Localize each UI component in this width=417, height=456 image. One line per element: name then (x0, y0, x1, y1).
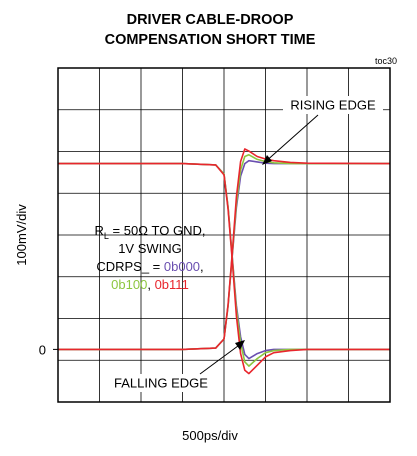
arrow (199, 342, 243, 375)
arrow-head (262, 155, 272, 165)
label-bg (283, 96, 383, 114)
chart-title: COMPENSATION SHORT TIME (105, 32, 316, 48)
graticule (58, 68, 390, 402)
chart-title: DRIVER CABLE-DROOP (127, 12, 294, 28)
figure-id: toc30 (375, 56, 397, 66)
arrow (263, 114, 319, 164)
traces (58, 148, 391, 375)
plot-frame (57, 67, 391, 403)
annotation: FALLING EDGE (114, 375, 208, 390)
legend: 0b100, 0b111 (111, 277, 189, 292)
condition: RL = 50Ω TO GND, (95, 223, 206, 241)
label-bg (108, 374, 214, 392)
x-axis-label: 500ps/div (182, 428, 238, 443)
trace (58, 162, 390, 375)
arrow-head (235, 340, 245, 350)
trace (58, 148, 391, 351)
y-tick-label: 0 (39, 342, 46, 357)
condition-block: RL = 50Ω TO GND, 1V SWING CDRPS_ = 0b000… (95, 223, 206, 292)
condition: 1V SWING (118, 241, 182, 256)
y-axis-label: 100mV/div (14, 204, 29, 266)
legend: CDRPS_ = 0b000, (96, 259, 203, 274)
annotation: RISING EDGE (290, 97, 376, 112)
